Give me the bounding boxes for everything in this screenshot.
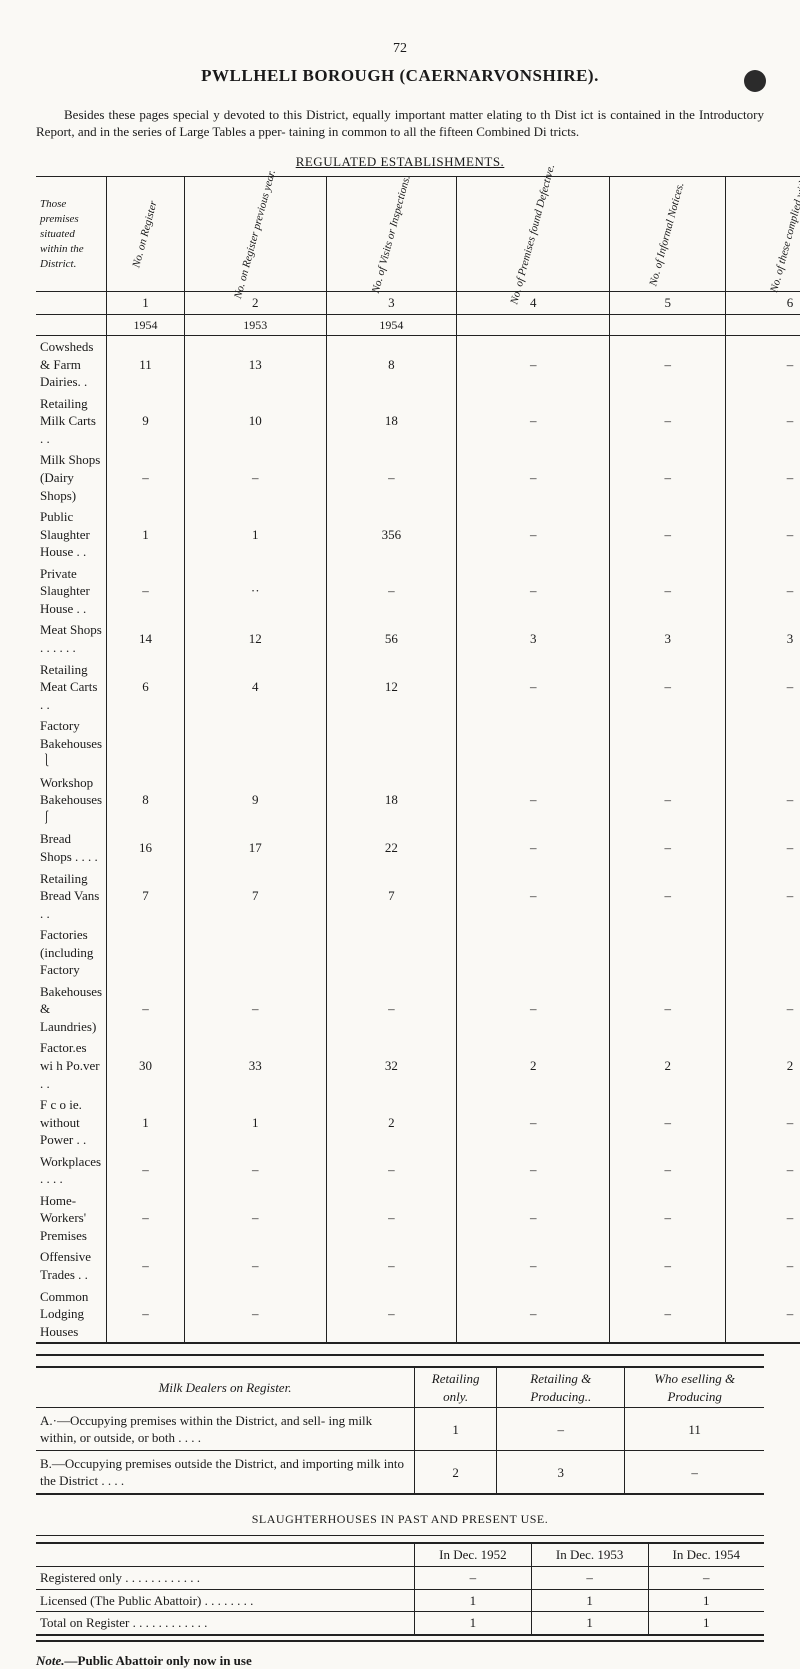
rule-3 — [36, 1640, 764, 1642]
rule-2 — [36, 1535, 764, 1536]
col-register-prev: No. on Register previous year. — [184, 177, 326, 292]
col-register: No. on Register — [107, 177, 185, 292]
table-row: Offensive Trades . .–––––––––– — [36, 1246, 800, 1285]
table-row: Cowsheds & Farm Dairies. .11138––––––– — [36, 336, 800, 393]
col-visits: No. of Visits or Inspections. — [326, 177, 456, 292]
table1-year-row: 19541953 1954 — [36, 315, 800, 336]
page-number: 72 — [36, 40, 764, 59]
table-row: Retailing Milk Carts . .91018––––––– — [36, 393, 800, 450]
table-row: Workshop Bakehouses ⎰8918––––––– — [36, 772, 800, 829]
note-label: Note.— — [36, 1653, 78, 1668]
table-row: Bakehouses & Laundries)–––––––––– — [36, 981, 800, 1038]
table1-colnum-row: 12 345 678 9¹0 — [36, 292, 800, 315]
table-row: Common Lodging Houses–––––––––– — [36, 1286, 800, 1344]
milk-dealers-table: Milk Dealers on Register. Retailing only… — [36, 1366, 764, 1495]
table-row: Factory Bakehouses ⎱ — [36, 715, 800, 772]
col-milk-dealers: Milk Dealers on Register. — [36, 1367, 415, 1408]
col-retail-produce: Retailing & Producing.. — [497, 1367, 625, 1408]
table-row: Meat Shops . . . . . .141256333–––– — [36, 619, 800, 658]
intro-paragraph: Besides these pages special y devoted to… — [36, 106, 764, 141]
col-1952: In Dec. 1952 — [415, 1543, 532, 1566]
table-row: Licensed (The Public Abattoir) . . . . .… — [36, 1589, 764, 1612]
corner-dot — [744, 70, 766, 92]
col-defective: No. of Premises found Defective. — [457, 177, 610, 292]
note-text: Public Abattoir only now in use — [78, 1653, 252, 1668]
page-title: PWLLHELI BOROUGH (CAERNARVONSHIRE). — [36, 65, 764, 88]
table-row: Registered only . . . . . . . . . . . .–… — [36, 1567, 764, 1590]
col-blank — [36, 1543, 415, 1566]
col-who-selling: Who eselling & Producing — [625, 1367, 764, 1408]
table3-header-row: In Dec. 1952 In Dec. 1953 In Dec. 1954 — [36, 1543, 764, 1566]
table-row: B.—Occupying premises outside the Distri… — [36, 1451, 764, 1495]
table-row: Retailing Bread Vans . .777––––––– — [36, 868, 800, 925]
slaughterhouses-table: In Dec. 1952 In Dec. 1953 In Dec. 1954 R… — [36, 1542, 764, 1635]
table-row: A.·—Occupying premises within the Distri… — [36, 1408, 764, 1451]
rule-1 — [36, 1354, 764, 1356]
table-row: Retailing Meat Carts . .6412––––––– — [36, 659, 800, 716]
table1-header-row: Those premises situated within the Distr… — [36, 177, 800, 292]
col-informal: No. of Informal Notices. — [610, 177, 726, 292]
table-row: Public Slaughter House . .11356––––––– — [36, 506, 800, 563]
table-row: Factories (including Factory — [36, 924, 800, 981]
table-row: Factor.es wi h Po.ver . .303332222–––– — [36, 1037, 800, 1094]
table3-total-row: Total on Register . . . . . . . . . . . … — [36, 1612, 764, 1635]
regulated-establishments-table: Those premises situated within the Distr… — [36, 176, 800, 1344]
table-row: Home-Workers' Premises–––––––––– — [36, 1190, 800, 1247]
col-complied1: No. of these complied with. — [726, 177, 800, 292]
table-row: Milk Shops (Dairy Shops)–––––––––– — [36, 449, 800, 506]
table2-header-row: Milk Dealers on Register. Retailing only… — [36, 1367, 764, 1408]
table-row: F c o ie. without Power . .112––––––– — [36, 1094, 800, 1151]
col-1953: In Dec. 1953 — [531, 1543, 648, 1566]
col-premises: Those premises situated within the Distr… — [36, 177, 107, 292]
table-row: Private Slaughter House . .–··–––––––– — [36, 563, 800, 620]
col-1954: In Dec. 1954 — [648, 1543, 764, 1566]
col-retail-only: Retailing only. — [415, 1367, 497, 1408]
table-row: Bread Shops . . . .161722––––––– — [36, 828, 800, 867]
table-row: Workplaces . . . .–––––––––– — [36, 1151, 800, 1190]
footnote: Note.—Public Abattoir only now in use — [36, 1652, 764, 1669]
table3-caption: SLAUGHTERHOUSES IN PAST AND PRESENT USE. — [36, 1511, 764, 1527]
table1-caption: REGULATED ESTABLISHMENTS. — [36, 153, 764, 171]
